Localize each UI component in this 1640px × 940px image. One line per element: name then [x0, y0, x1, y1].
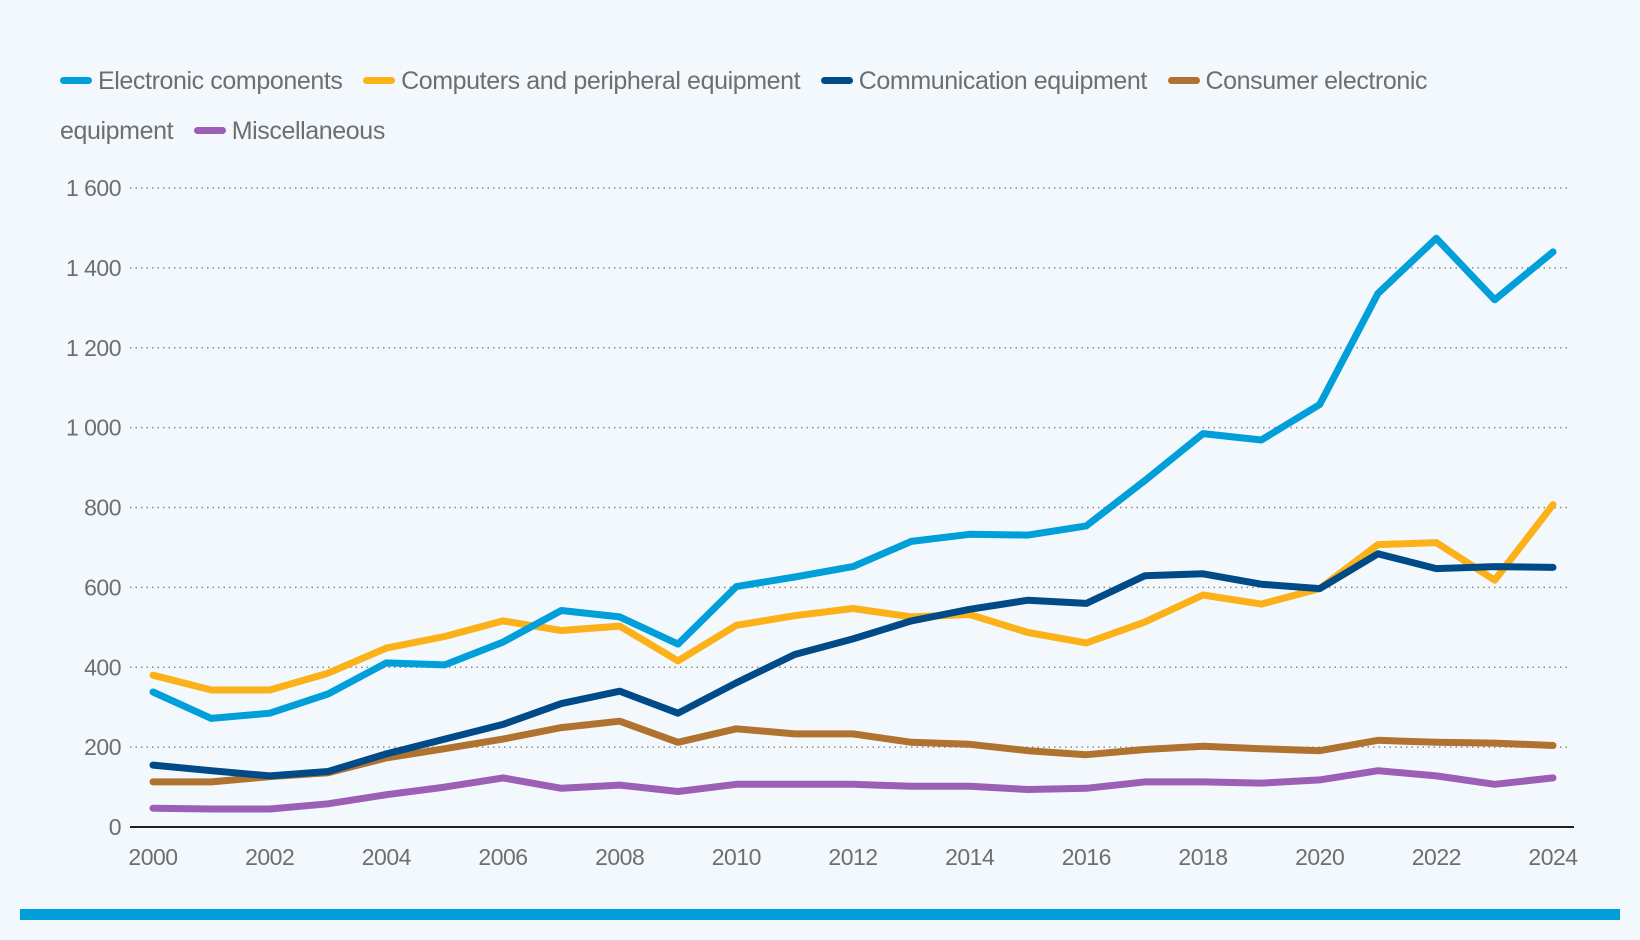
- y-tick-label: 800: [84, 495, 121, 521]
- legend-swatch: [1167, 76, 1200, 84]
- x-tick-label: 2010: [712, 844, 761, 870]
- x-tick-label: 2012: [828, 844, 877, 870]
- x-tick-label: 2016: [1062, 844, 1111, 870]
- legend-label: Consumer electronic equipment: [60, 67, 1428, 145]
- legend-label: Miscellaneous: [231, 117, 386, 145]
- x-tick-label: 2004: [362, 844, 412, 870]
- legend-swatch: [363, 76, 396, 84]
- series-line-electronic-components: [149, 234, 1557, 722]
- legend-label: Computers and peripheral equipment: [401, 67, 801, 95]
- legend-item: Miscellaneous: [193, 117, 386, 145]
- y-tick-label: 200: [84, 734, 121, 760]
- x-tick-label: 2014: [945, 844, 995, 870]
- y-tick-label: 600: [84, 574, 121, 600]
- series-line-computers-and-peripheral-equipment: [149, 501, 1557, 694]
- series-line-communication-equipment: [149, 550, 1557, 780]
- legend-item: Consumer electronic equipment: [60, 67, 1428, 145]
- x-tick-label: 2024: [1528, 844, 1578, 870]
- x-tick-label: 2006: [478, 844, 527, 870]
- x-tick-label: 2000: [128, 844, 177, 870]
- y-tick-label: 1 000: [66, 415, 121, 441]
- x-tick-label: 2008: [595, 844, 644, 870]
- series-line-miscellaneous: [149, 767, 1557, 813]
- legend: Electronic components Computers and peri…: [60, 56, 1510, 156]
- bottom-accent-bar: [20, 909, 1620, 920]
- y-tick-label: 1 600: [66, 175, 121, 201]
- x-tick-label: 2022: [1412, 844, 1461, 870]
- series-line-consumer-electronic-equipment: [149, 717, 1557, 786]
- x-tick-label: 2018: [1178, 844, 1227, 870]
- legend-label: Communication equipment: [858, 67, 1148, 95]
- x-tick-label: 2020: [1295, 844, 1344, 870]
- legend-item: Electronic components: [60, 67, 343, 95]
- legend-label: Electronic components: [98, 67, 343, 95]
- y-tick-label: 400: [84, 654, 121, 680]
- legend-item: Computers and peripheral equipment: [363, 67, 801, 95]
- y-tick-label: 0: [109, 814, 121, 840]
- x-tick-label: 2002: [245, 844, 294, 870]
- legend-swatch: [193, 126, 226, 134]
- y-tick-label: 1 200: [66, 335, 121, 361]
- legend-item: Communication equipment: [820, 67, 1148, 95]
- legend-swatch: [60, 76, 92, 84]
- y-tick-label: 1 400: [66, 255, 121, 281]
- legend-swatch: [820, 76, 853, 84]
